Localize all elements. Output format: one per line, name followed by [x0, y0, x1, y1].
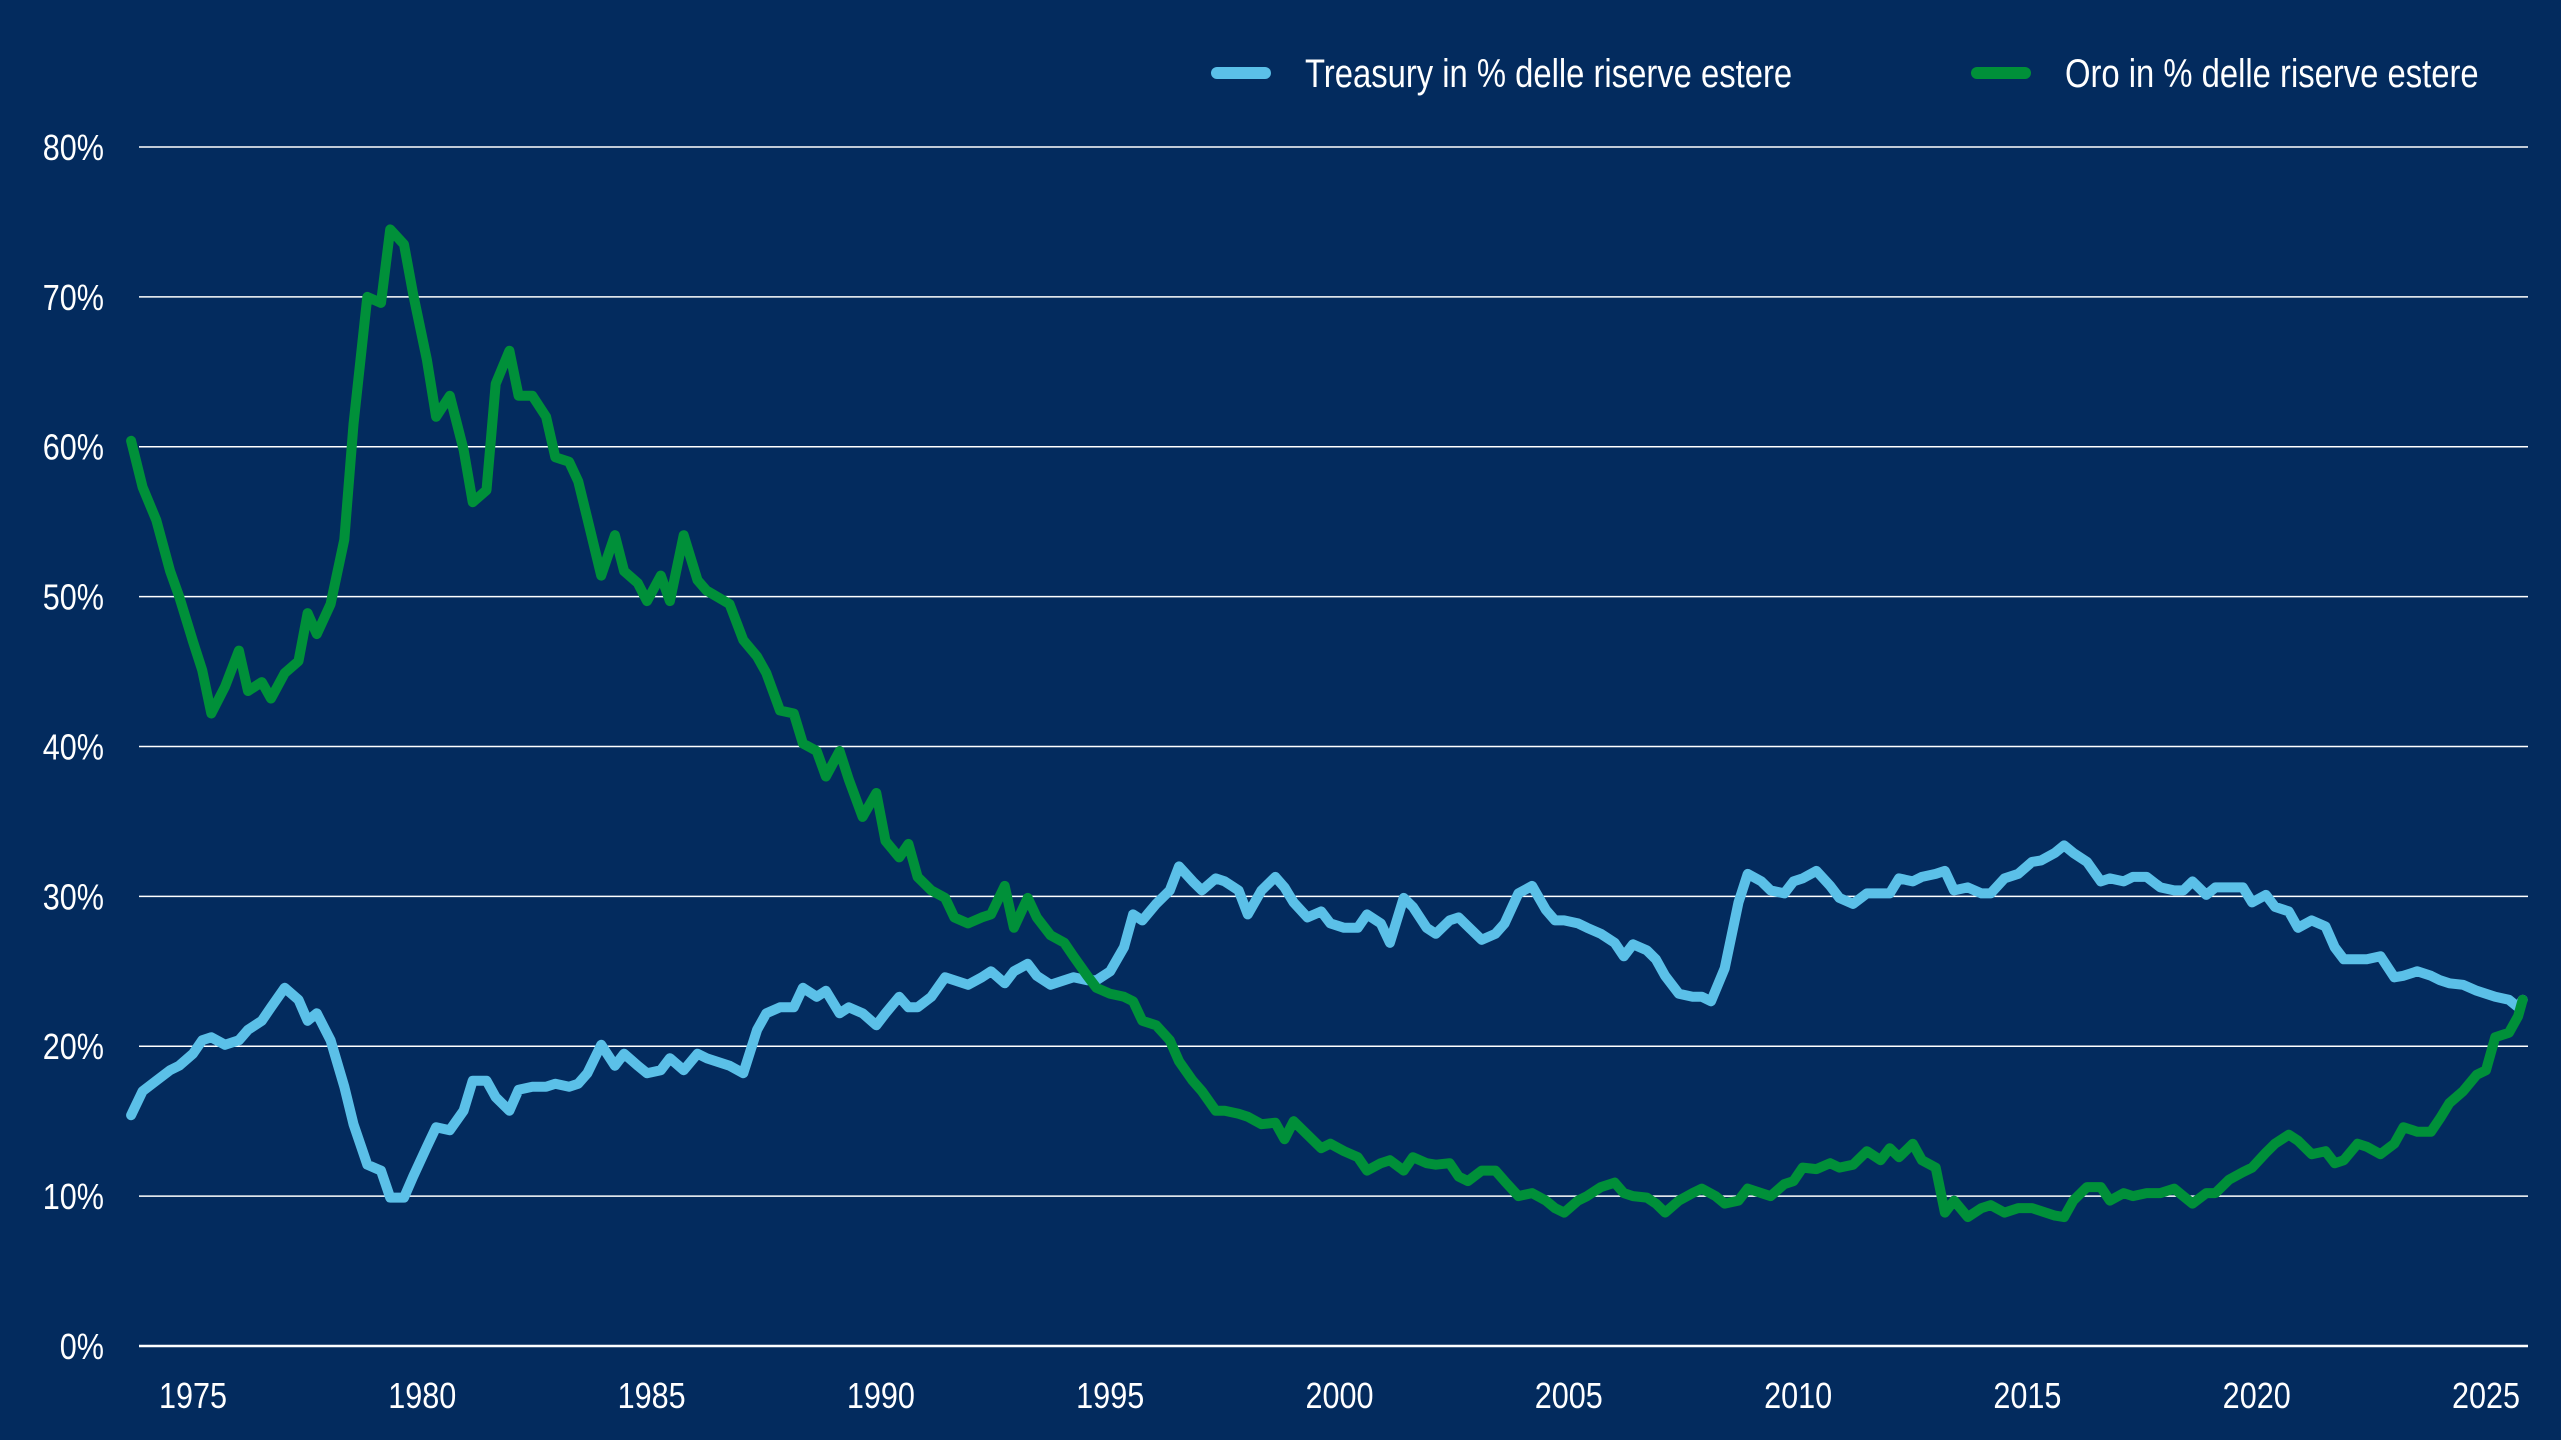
- x-tick-label: 2015: [1993, 1377, 2061, 1417]
- grid-lines: [139, 146, 2528, 1348]
- legend-label-gold: Oro in % delle riserve estere: [2065, 51, 2479, 96]
- y-tick-label: 10%: [43, 1178, 104, 1218]
- y-tick-label: 80%: [43, 129, 104, 169]
- y-tick-label: 40%: [43, 728, 104, 768]
- y-axis-ticks: 0% 10% 20% 30% 40% 50% 60% 70% 80%: [43, 129, 104, 1368]
- legend: Treasury in % delle riserve estere Oro i…: [1211, 51, 2479, 96]
- y-tick-label: 0%: [60, 1328, 104, 1368]
- x-tick-label: 1985: [618, 1377, 686, 1417]
- legend-item-gold[interactable]: Oro in % delle riserve estere: [1971, 51, 2479, 96]
- x-tick-label: 1995: [1076, 1377, 1144, 1417]
- y-tick-label: 60%: [43, 429, 104, 469]
- x-tick-label: 2025: [2452, 1377, 2520, 1417]
- y-tick-label: 70%: [43, 279, 104, 319]
- y-tick-label: 30%: [43, 878, 104, 918]
- series-line-gold: [126, 224, 2528, 1223]
- series-line-treasury: [126, 840, 2528, 1203]
- x-tick-label: 1975: [159, 1377, 227, 1417]
- y-tick-label: 50%: [43, 578, 104, 618]
- legend-label-treasury: Treasury in % delle riserve estere: [1305, 51, 1792, 96]
- x-tick-label: 2005: [1535, 1377, 1603, 1417]
- x-tick-label: 2020: [2223, 1377, 2291, 1417]
- x-axis-ticks: 1975 1980 1985 1990 1995 2000 2005 2010 2015 2020…: [159, 1377, 2520, 1417]
- y-tick-label: 20%: [43, 1028, 104, 1068]
- legend-item-treasury[interactable]: Treasury in % delle riserve estere: [1211, 51, 1792, 96]
- x-tick-label: 1990: [847, 1377, 915, 1417]
- x-tick-label: 2000: [1305, 1377, 1373, 1417]
- series-lines: [126, 224, 2528, 1223]
- x-tick-label: 1980: [388, 1377, 456, 1417]
- x-tick-label: 2010: [1764, 1377, 1832, 1417]
